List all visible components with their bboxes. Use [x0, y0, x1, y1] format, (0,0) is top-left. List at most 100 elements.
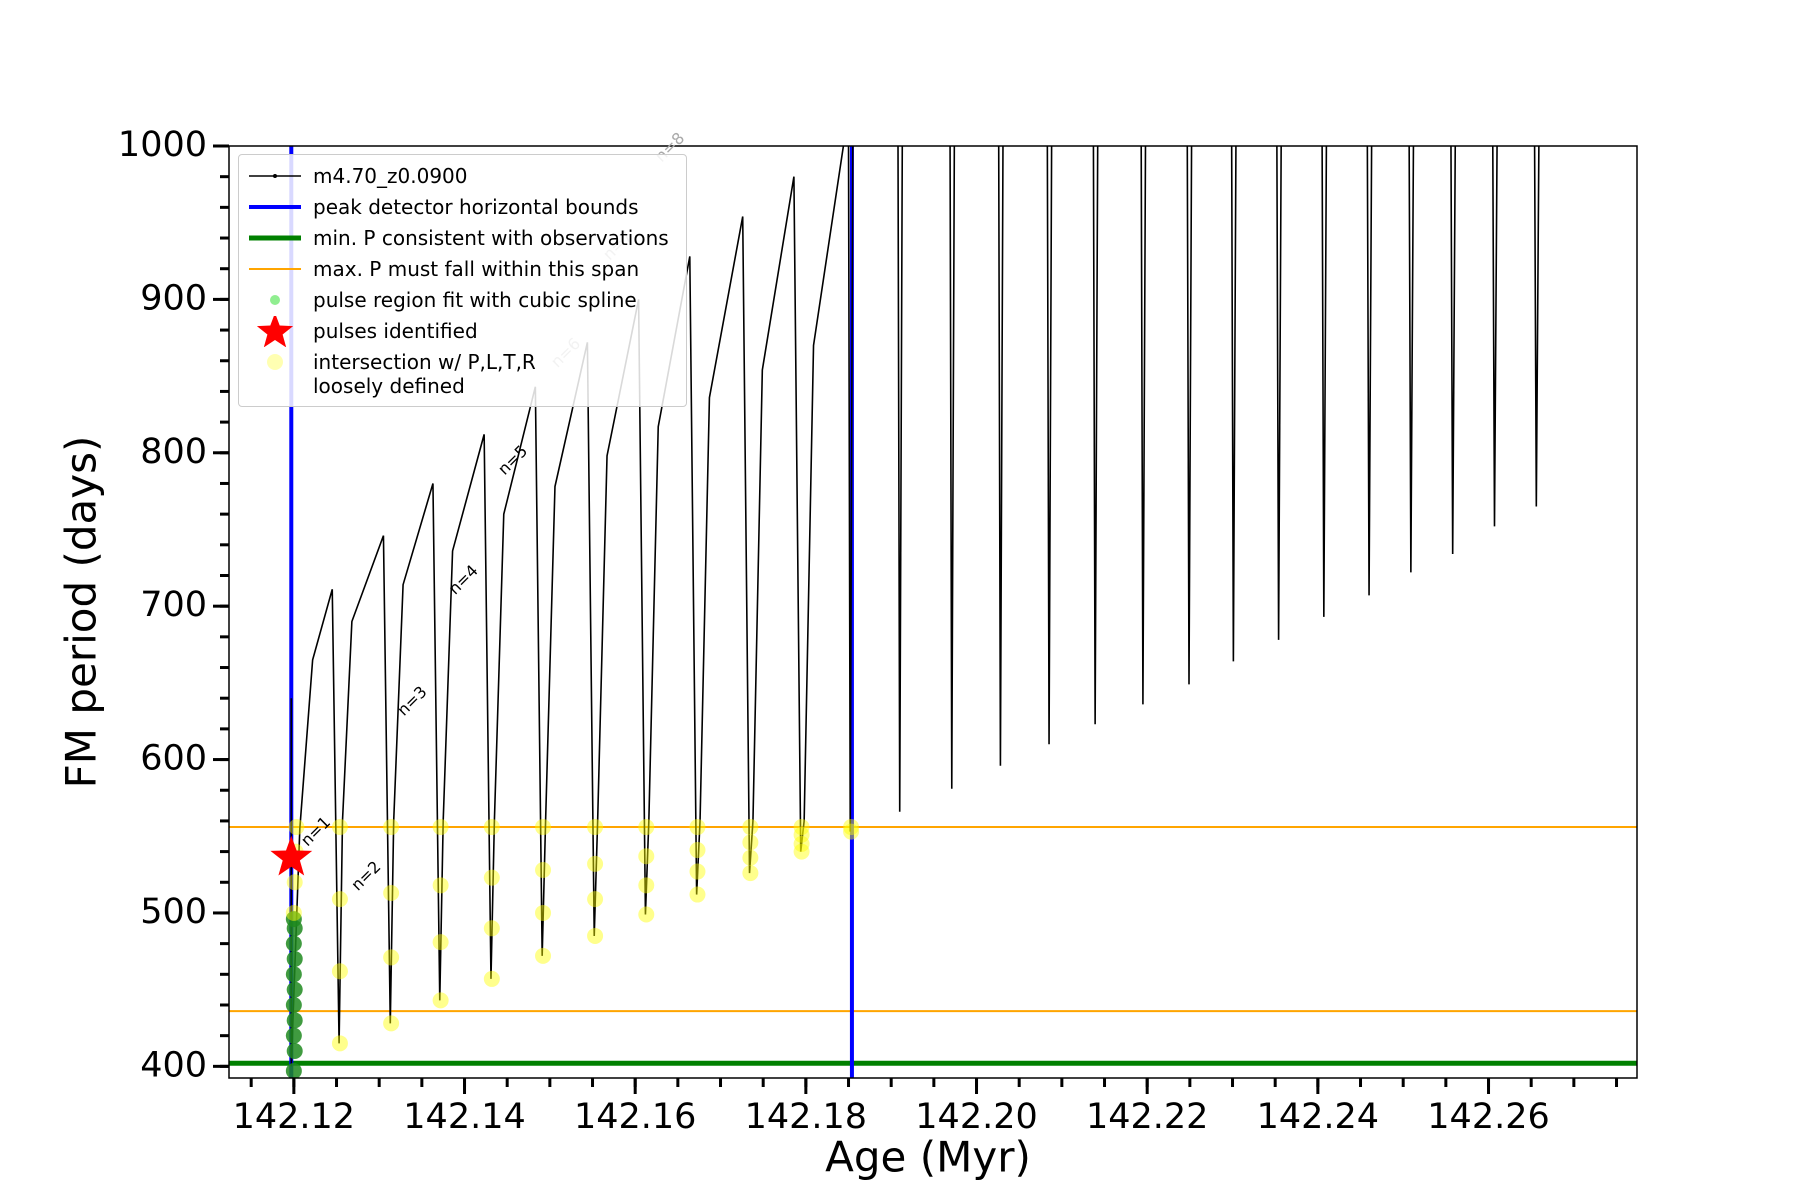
scatter-point — [483, 970, 500, 987]
legend-symbol — [267, 354, 283, 370]
x-tick-label: 142.24 — [1257, 1097, 1379, 1137]
scatter-point — [587, 891, 604, 908]
scatter-point — [331, 1035, 348, 1052]
scatter-point — [587, 819, 604, 836]
x-tick-label: 142.14 — [403, 1097, 525, 1137]
scatter-point — [793, 819, 810, 836]
x-tick-label: 142.26 — [1427, 1097, 1549, 1137]
scatter-point — [638, 819, 655, 836]
scatter-point — [587, 927, 604, 944]
scatter-point — [638, 906, 655, 923]
legend-entry: min. P consistent with observations — [239, 223, 686, 254]
scatter-point — [689, 819, 706, 836]
series-line — [290, 146, 1540, 1067]
legend-label: m4.70_z0.0900 — [313, 164, 468, 188]
scatter-point — [587, 855, 604, 872]
scatter-point — [285, 966, 302, 983]
scatter-point — [288, 819, 305, 836]
star-marker — [270, 835, 313, 876]
y-tick-label: 700 — [140, 585, 207, 625]
annotation: n=5 — [494, 441, 531, 478]
scatter-point — [286, 950, 303, 967]
x-tick-label: 142.12 — [233, 1097, 355, 1137]
scatter-point — [742, 819, 759, 836]
y-axis-label: FM period (days) — [57, 436, 106, 789]
legend-symbol — [256, 316, 294, 347]
legend-mark — [270, 295, 280, 305]
legend-entry: max. P must fall within this span — [239, 254, 686, 285]
scatter-point — [383, 1015, 400, 1032]
y-tick-label: 800 — [140, 432, 207, 472]
scatter-point — [638, 848, 655, 865]
scatter-point — [285, 1062, 302, 1078]
legend-entry: pulses identified — [239, 316, 686, 347]
y-tick-label: 600 — [140, 739, 207, 779]
scatter-point — [432, 992, 449, 1009]
annotation: n=4 — [445, 561, 482, 598]
scatter-point — [793, 826, 810, 843]
legend-symbol — [270, 295, 280, 305]
scatter-point — [383, 885, 400, 902]
legend-mark — [273, 174, 277, 178]
scatter-point — [689, 842, 706, 859]
scatter-point — [286, 1012, 303, 1029]
scatter-point — [331, 891, 348, 908]
plot-area — [229, 146, 1637, 1078]
y-tick-label: 900 — [140, 278, 207, 318]
legend-entry: peak detector horizontal bounds — [239, 192, 686, 223]
legend-entry: m4.70_z0.0900 — [239, 161, 686, 192]
scatter-point — [285, 935, 302, 952]
y-tick-label: 1000 — [118, 125, 207, 165]
legend-symbol — [249, 235, 301, 241]
scatter-point — [286, 1043, 303, 1060]
legend-label: pulses identified — [313, 319, 478, 343]
scatter-point — [535, 819, 552, 836]
x-tick-label: 142.18 — [745, 1097, 867, 1137]
scatter-point — [331, 963, 348, 980]
scatter-point — [638, 877, 655, 894]
y-tick-label: 400 — [140, 1045, 207, 1085]
legend-entry: intersection w/ P,L,T,R loosely defined — [239, 347, 686, 398]
scatter-point — [285, 996, 302, 1013]
scatter-point — [483, 819, 500, 836]
scatter-point — [285, 904, 302, 921]
scatter-point — [742, 865, 759, 882]
legend-symbol — [249, 174, 301, 178]
scatter-point — [285, 911, 302, 928]
scatter-point — [535, 904, 552, 921]
scatter-point — [689, 886, 706, 903]
scatter-point — [689, 863, 706, 880]
x-tick-label: 142.20 — [915, 1097, 1037, 1137]
scatter-point — [793, 835, 810, 852]
legend-entry: pulse region fit with cubic spline — [239, 285, 686, 316]
scatter-point — [742, 834, 759, 851]
scatter-point — [432, 819, 449, 836]
scatter-point — [535, 862, 552, 879]
annotation: n=2 — [347, 857, 384, 894]
legend-label: peak detector horizontal bounds — [313, 195, 639, 219]
scatter-point — [793, 843, 810, 860]
scatter-point — [331, 819, 348, 836]
scatter-point — [432, 934, 449, 951]
legend-symbol — [249, 268, 301, 270]
scatter-point — [285, 1027, 302, 1044]
x-tick-label: 142.16 — [574, 1097, 696, 1137]
legend-label: intersection w/ P,L,T,R loosely defined — [313, 350, 536, 398]
scatter-point — [432, 877, 449, 894]
scatter-point — [286, 981, 303, 998]
annotation: n=1 — [297, 813, 334, 850]
legend-label: max. P must fall within this span — [313, 257, 640, 281]
scatter-point — [742, 849, 759, 866]
scatter-point — [383, 949, 400, 966]
legend-mark — [256, 316, 294, 347]
scatter-point — [383, 819, 400, 836]
scatter-point — [535, 947, 552, 964]
scatter-point — [483, 920, 500, 937]
x-tick-label: 142.22 — [1086, 1097, 1208, 1137]
legend-label: min. P consistent with observations — [313, 226, 669, 250]
x-axis-label: Age (Myr) — [825, 1133, 1031, 1182]
scatter-point — [843, 823, 860, 840]
legend-label: pulse region fit with cubic spline — [313, 288, 637, 312]
